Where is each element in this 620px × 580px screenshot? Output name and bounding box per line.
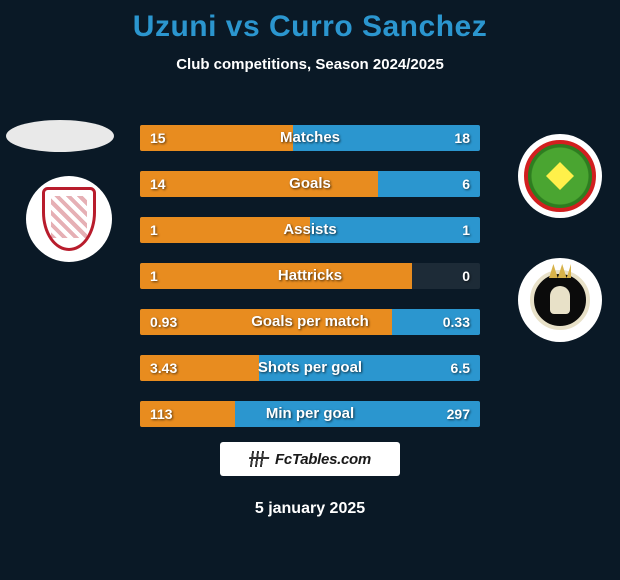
stat-label: Assists (140, 217, 480, 243)
stat-value-right: 6.5 (451, 355, 470, 381)
stat-label: Hattricks (140, 263, 480, 289)
logo-icon (248, 451, 270, 467)
federation-right-crest (518, 134, 602, 218)
club-right-crest (518, 258, 602, 342)
date-label: 5 january 2025 (0, 500, 620, 518)
stat-value-right: 18 (454, 125, 470, 151)
source-logo: FcTables.com (220, 442, 400, 476)
club-icon (530, 270, 590, 330)
shield-icon (42, 187, 96, 251)
stat-row: 1Hattricks0 (140, 263, 480, 289)
stat-value-right: 6 (462, 171, 470, 197)
stat-label: Goals per match (140, 309, 480, 335)
stat-label: Matches (140, 125, 480, 151)
stat-value-right: 0 (462, 263, 470, 289)
logo-text: FcTables.com (275, 451, 371, 468)
club-left-crest (26, 176, 112, 262)
container: Uzuni vs Curro Sanchez Club competitions… (0, 0, 620, 580)
stat-label: Goals (140, 171, 480, 197)
stat-label: Min per goal (140, 401, 480, 427)
stat-value-right: 1 (462, 217, 470, 243)
player-left-photo-placeholder (6, 120, 114, 152)
federation-icon (524, 140, 596, 212)
stat-row: 113Min per goal297 (140, 401, 480, 427)
stat-label: Shots per goal (140, 355, 480, 381)
stat-row: 15Matches18 (140, 125, 480, 151)
stat-value-right: 297 (447, 401, 470, 427)
stat-row: 1Assists1 (140, 217, 480, 243)
subtitle: Club competitions, Season 2024/2025 (0, 56, 620, 73)
stat-row: 0.93Goals per match0.33 (140, 309, 480, 335)
stat-row: 3.43Shots per goal6.5 (140, 355, 480, 381)
stat-value-right: 0.33 (443, 309, 470, 335)
stats-panel: 15Matches1814Goals61Assists11Hattricks00… (140, 125, 480, 447)
page-title: Uzuni vs Curro Sanchez (0, 0, 620, 44)
stat-row: 14Goals6 (140, 171, 480, 197)
